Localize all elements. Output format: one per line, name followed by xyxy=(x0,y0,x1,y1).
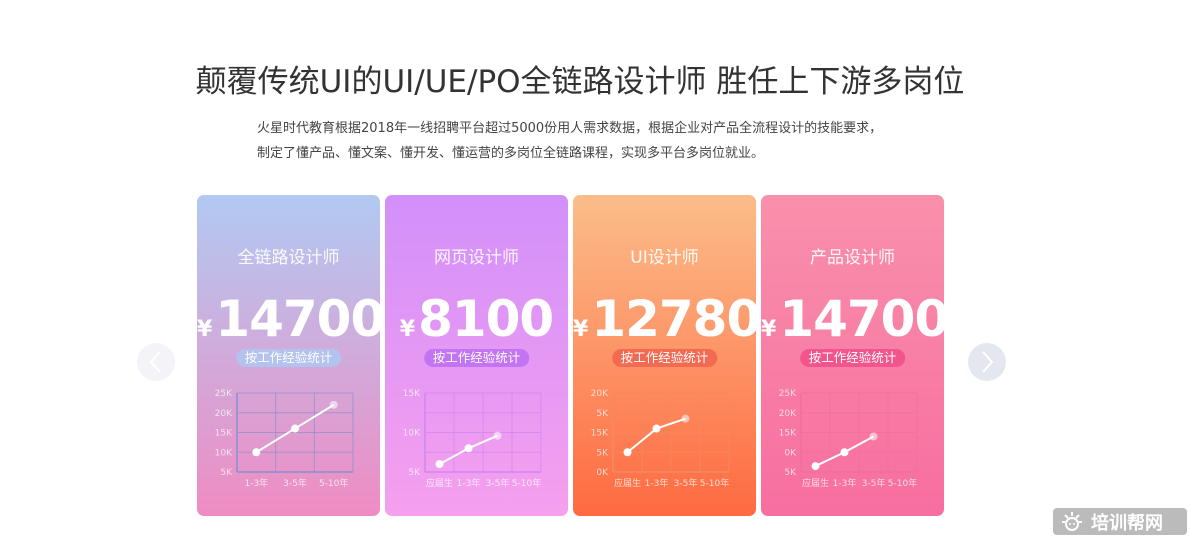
x-tick-label: 3-5年 xyxy=(486,477,510,489)
y-tick-label: 5K xyxy=(596,409,609,419)
salary-card[interactable]: UI设计师 ¥12780 按工作经验统计 20K 5K 15K 5K 0K 应届生 1-3年 3… xyxy=(573,195,756,516)
job-title: 产品设计师 xyxy=(810,248,895,268)
y-tick-label: 20K xyxy=(779,409,797,419)
x-tick-label: 1-3年 xyxy=(645,477,669,489)
salary-value: 8100 xyxy=(418,290,554,348)
x-tick-label: 应届生 xyxy=(614,477,641,489)
stat-badge: 按工作经验统计 xyxy=(799,349,906,367)
salary-value: 14700 xyxy=(215,290,380,348)
y-tick-label: 15K xyxy=(403,389,421,399)
series-line xyxy=(626,417,686,454)
x-tick-label: 5-10年 xyxy=(319,477,348,489)
salary-value: 12780 xyxy=(591,290,756,348)
x-tick-label: 1-3年 xyxy=(833,477,857,489)
x-tick-label: 应届生 xyxy=(426,477,453,489)
salary: ¥14700 xyxy=(197,289,380,349)
data-point xyxy=(623,448,632,457)
x-tick-label: 5-10年 xyxy=(888,477,917,489)
salary-value: 14700 xyxy=(779,290,944,348)
prev-button[interactable] xyxy=(137,343,175,381)
stat-badge: 按工作经验统计 xyxy=(611,349,718,367)
currency-symbol: ¥ xyxy=(197,317,213,342)
x-tick-label: 3-5年 xyxy=(283,477,307,489)
y-tick-label: 5K xyxy=(784,468,797,478)
x-tick-label: 1-3年 xyxy=(457,477,481,489)
y-tick-label: 5K xyxy=(408,468,421,478)
currency-symbol: ¥ xyxy=(573,317,589,342)
data-point xyxy=(252,448,261,457)
x-tick-label: 1-3年 xyxy=(244,477,268,489)
data-point xyxy=(869,432,878,441)
currency-symbol: ¥ xyxy=(399,317,416,342)
salary-line-chart: 15K 10K 5K 应届生 1-3年 3-5年 5-10年 xyxy=(403,389,542,489)
y-tick-label: 15K xyxy=(591,429,609,439)
job-title: UI设计师 xyxy=(630,248,699,268)
y-tick-label: 0K xyxy=(784,448,797,458)
y-tick-label: 25K xyxy=(779,389,797,399)
page-title: 颠覆传统UI的UI/UE/PO全链路设计师 胜任上下游多岗位 xyxy=(195,64,965,100)
data-point xyxy=(681,414,690,423)
salary-card[interactable]: 全链路设计师 ¥14700 按工作经验统计 25K 20K 15K 10K 5K 1-3年 3… xyxy=(197,195,380,516)
next-button[interactable] xyxy=(968,343,1006,381)
x-tick-label: 5-10年 xyxy=(512,477,541,489)
y-tick-label: 5K xyxy=(220,468,233,478)
job-title: 网页设计师 xyxy=(434,248,519,268)
y-tick-label: 20K xyxy=(591,389,609,399)
y-tick-label: 25K xyxy=(215,389,233,399)
job-title: 全链路设计师 xyxy=(237,248,340,268)
data-point xyxy=(811,462,820,471)
chevron-left-icon xyxy=(149,351,161,373)
watermark-text: 培训帮网 xyxy=(1091,512,1163,534)
description-line: 火星时代教育根据2018年一线招聘平台超过5000份用人需求数据，根据企业对产品… xyxy=(257,121,883,136)
y-tick-label: 0K xyxy=(596,468,609,478)
sun-face-icon xyxy=(1062,511,1082,531)
salary-line-chart: 25K 20K 15K 10K 5K 1-3年 3-5年 5-10年 xyxy=(215,389,354,489)
y-tick-label: 15K xyxy=(215,429,233,439)
data-point xyxy=(329,400,338,409)
salary: ¥14700 xyxy=(761,289,944,349)
data-point xyxy=(464,444,473,453)
watermark: 培训帮网 xyxy=(1053,508,1187,535)
salary-line-chart: 25K 20K 15K 0K 5K 应届生 1-3年 3-5年 5-10年 xyxy=(779,389,918,489)
stat-badge: 按工作经验统计 xyxy=(235,349,342,367)
y-tick-label: 5K xyxy=(596,448,609,458)
data-point xyxy=(652,424,661,433)
y-tick-label: 10K xyxy=(403,429,421,439)
x-tick-label: 应届生 xyxy=(802,477,829,489)
description: 火星时代教育根据2018年一线招聘平台超过5000份用人需求数据，根据企业对产品… xyxy=(257,116,957,166)
y-tick-label: 10K xyxy=(215,448,233,458)
currency-symbol: ¥ xyxy=(761,317,777,342)
x-tick-label: 3-5年 xyxy=(674,477,698,489)
salary: ¥8100 xyxy=(385,289,568,349)
y-tick-label: 20K xyxy=(215,409,233,419)
data-point xyxy=(840,448,849,457)
description-line: 制定了懂产品、懂文案、懂开发、懂运营的多岗位全链路课程，实现多平台多岗位就业。 xyxy=(257,146,765,161)
x-tick-label: 5-10年 xyxy=(700,477,729,489)
salary-card[interactable]: 网页设计师 ¥8100 按工作经验统计 15K 10K 5K 应届生 1-3年 3-5年 5-… xyxy=(385,195,568,516)
x-tick-label: 3-5年 xyxy=(862,477,886,489)
data-point xyxy=(291,424,299,433)
salary-card[interactable]: 产品设计师 ¥14700 按工作经验统计 25K 20K 15K 0K 5K 应届生 1-3年… xyxy=(761,195,944,516)
salary-line-chart: 20K 5K 15K 5K 0K 应届生 1-3年 3-5年 5-10年 xyxy=(591,389,730,489)
data-point xyxy=(435,460,444,469)
salary: ¥12780 xyxy=(573,289,756,349)
y-tick-label: 15K xyxy=(779,429,797,439)
chevron-right-icon xyxy=(982,351,994,373)
data-point xyxy=(493,431,502,440)
stat-badge: 按工作经验统计 xyxy=(423,349,530,367)
